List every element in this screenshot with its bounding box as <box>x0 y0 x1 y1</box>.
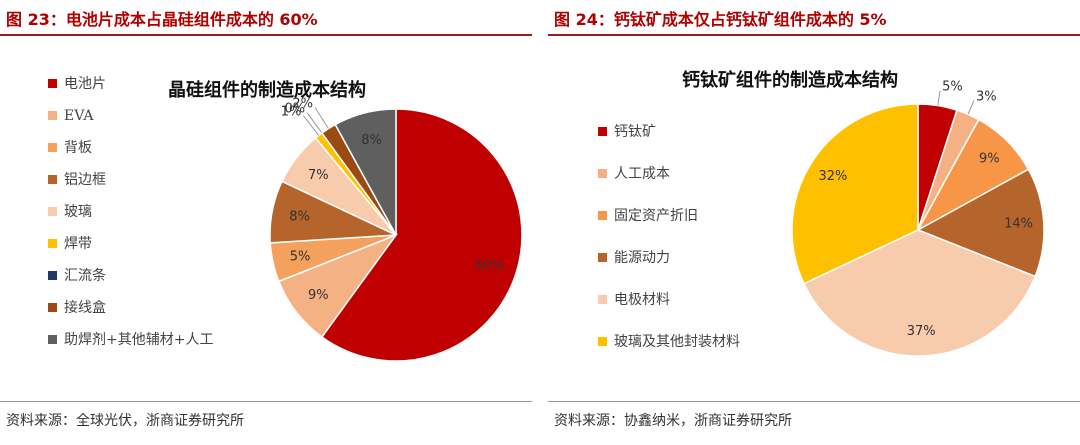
pie-data-label: 0% <box>284 102 305 117</box>
legend-item: 接线盒 <box>48 298 248 318</box>
pie-data-label: 9% <box>308 288 329 303</box>
legend-item: 玻璃 <box>48 202 248 222</box>
legend-swatch <box>598 253 607 262</box>
legend-label: 人工成本 <box>614 166 670 182</box>
legend-label: 玻璃 <box>64 204 92 220</box>
pie-data-label: 2% <box>292 96 313 111</box>
pie-data-label: 7% <box>308 168 329 183</box>
pie-data-label: 14% <box>1004 217 1033 232</box>
label-leader-line <box>302 115 320 136</box>
legend-swatch <box>598 169 607 178</box>
chart-title: 钙钛矿组件的制造成本结构 <box>682 70 898 91</box>
legend-item: 能源动力 <box>598 248 798 268</box>
legend-item: 铝边框 <box>48 170 248 190</box>
pie-data-label: 9% <box>979 152 1000 167</box>
legend-swatch <box>48 175 57 184</box>
legend-label: 能源动力 <box>614 250 670 266</box>
pie-data-label: 8% <box>361 133 382 148</box>
legend-label: 焊带 <box>64 236 92 252</box>
legend-swatch <box>598 127 607 136</box>
legend-item: 助焊剂+其他辅材+人工 <box>48 330 248 350</box>
legend-swatch <box>48 207 57 216</box>
pie-slice <box>320 108 523 362</box>
legend-label: 电池片 <box>64 76 106 92</box>
legend-label: 玻璃及其他封装材料 <box>614 334 740 350</box>
legend-item: 人工成本 <box>598 164 798 184</box>
pie-data-label: 3% <box>976 90 997 105</box>
legend-label: EVA <box>64 108 94 124</box>
figure-title: 图 24：钙钛矿成本仅占钙钛矿组件成本的 5% <box>554 10 887 29</box>
legend-swatch <box>598 337 607 346</box>
figure-23-panel: 图 23：电池片成本占晶硅组件成本的 60% 晶硅组件的制造成本结构 电池片 EV… <box>0 0 532 445</box>
label-leader-line <box>314 107 329 129</box>
pie-slice <box>802 229 1037 357</box>
legend-swatch <box>48 335 57 344</box>
pie-legend: 钙钛矿人工成本固定资产折旧 能源动力电极材料玻璃及其他封装材料 <box>598 122 798 374</box>
title-rule <box>0 34 532 36</box>
legend-label: 接线盒 <box>64 300 106 316</box>
legend-swatch <box>48 111 57 120</box>
legend-item: 固定资产折旧 <box>598 206 798 226</box>
source-note: 资料来源：全球光伏，浙商证券研究所 <box>6 413 244 429</box>
legend-label: 固定资产折旧 <box>614 208 698 224</box>
source-rule <box>548 401 1080 402</box>
legend-item: 电极材料 <box>598 290 798 310</box>
label-leader-line <box>306 112 323 134</box>
label-leader-line <box>967 100 975 115</box>
legend-item: 钙钛矿 <box>598 122 798 142</box>
pie-data-label: 5% <box>942 80 963 95</box>
pie-data-label: 37% <box>907 324 936 339</box>
legend-item: 背板 <box>48 138 248 158</box>
legend-label: 汇流条 <box>64 268 106 284</box>
pie-slice <box>791 103 919 285</box>
pie-data-label: 8% <box>289 210 310 225</box>
pie-data-label: 1% <box>281 105 302 120</box>
pie-data-label: 5% <box>290 249 311 264</box>
legend-swatch <box>598 295 607 304</box>
pie-data-label: 60% <box>475 258 504 273</box>
source-note: 资料来源：协鑫纳米，浙商证券研究所 <box>554 413 792 429</box>
legend-swatch <box>598 211 607 220</box>
legend-swatch <box>48 79 57 88</box>
legend-item: 电池片 <box>48 74 248 94</box>
legend-label: 背板 <box>64 140 92 156</box>
legend-swatch <box>48 143 57 152</box>
figure-title: 图 23：电池片成本占晶硅组件成本的 60% <box>6 10 318 29</box>
legend-item: 汇流条 <box>48 266 248 286</box>
legend-item: 焊带 <box>48 234 248 254</box>
legend-label: 电极材料 <box>614 292 670 308</box>
pie-legend: 电池片 EVA 背板铝边框玻璃焊带汇流条接线盒助焊剂+其他辅材+人工 <box>48 74 248 362</box>
legend-swatch <box>48 271 57 280</box>
source-rule <box>0 401 532 402</box>
legend-swatch <box>48 303 57 312</box>
pie-chart: 60% 9% 5% 8% 7% 1%0%2% 8% <box>269 96 523 362</box>
legend-label: 助焊剂+其他辅材+人工 <box>64 332 214 348</box>
pie-data-label: 32% <box>818 169 847 184</box>
pie-slice <box>916 168 1045 278</box>
label-leader-line <box>937 90 941 106</box>
figure-24-panel: 图 24：钙钛矿成本仅占钙钛矿组件成本的 5% 钙钛矿组件的制造成本结构 钙钛矿… <box>548 0 1080 445</box>
legend-item: EVA <box>48 106 248 126</box>
legend-label: 钙钛矿 <box>614 124 656 140</box>
chart-title: 晶硅组件的制造成本结构 <box>168 80 366 101</box>
pie-slice <box>334 108 397 236</box>
legend-label: 铝边框 <box>64 172 106 188</box>
legend-item: 玻璃及其他封装材料 <box>598 332 798 352</box>
legend-swatch <box>48 239 57 248</box>
title-rule <box>548 34 1080 36</box>
pie-chart: 5% 3% 9% 14% 37% 32% <box>791 80 1045 357</box>
